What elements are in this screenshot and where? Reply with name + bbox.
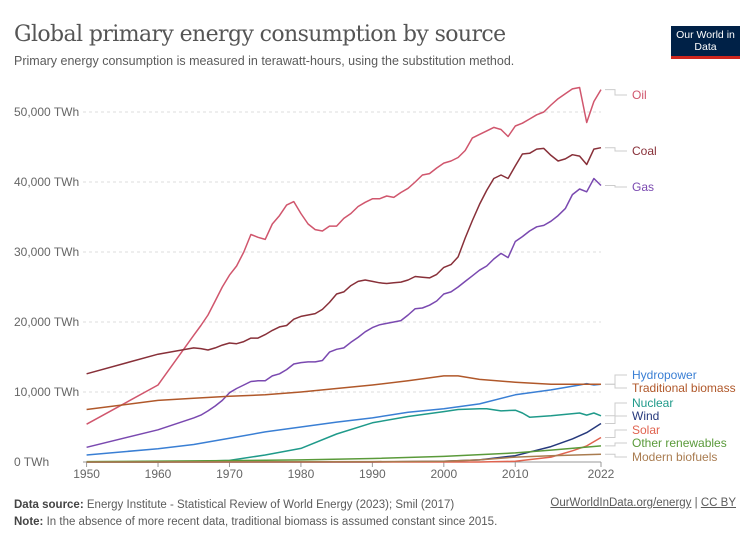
- x-tick-label: 2022: [588, 467, 615, 480]
- x-tick-label: 1990: [359, 467, 386, 480]
- gridlines: [83, 111, 601, 393]
- legend-label: Nuclear: [632, 396, 673, 410]
- series-lines: [86, 86, 602, 463]
- y-tick-label: 0 TWh: [14, 455, 49, 469]
- legend-connector: [605, 185, 627, 188]
- chart-subtitle: Primary energy consumption is measured i…: [14, 54, 515, 68]
- x-tick-label: 1950: [73, 467, 100, 480]
- series-line-gas: [86, 177, 602, 449]
- legend-connector: [605, 89, 627, 96]
- x-tick-label: 1970: [216, 467, 243, 480]
- series-line-coal: [86, 146, 602, 375]
- legend-label: Coal: [632, 144, 657, 158]
- legend-label: Solar: [632, 423, 660, 437]
- series-line-nuclear: [86, 408, 602, 463]
- legend-label: Hydropower: [632, 368, 697, 382]
- footer: Data source: Energy Institute - Statisti…: [14, 497, 497, 531]
- y-tick-label: 40,000 TWh: [14, 175, 79, 189]
- legend-label: Traditional biomass: [632, 381, 736, 395]
- legend-connector: [605, 402, 627, 417]
- series-line-oil: [86, 86, 602, 425]
- legend-label: Modern biofuels: [632, 450, 717, 464]
- legend-connector: [605, 442, 627, 447]
- legend-connector: [605, 383, 627, 389]
- data-source: Data source: Energy Institute - Statisti…: [14, 499, 455, 511]
- license-link[interactable]: CC BY: [700, 497, 736, 509]
- x-tick-label: 1960: [145, 467, 172, 480]
- y-tick-label: 30,000 TWh: [14, 245, 79, 259]
- series-line-solar: [86, 436, 602, 463]
- chart-title: Global primary energy consumption by sou…: [14, 22, 506, 47]
- legend-connector: [605, 147, 627, 152]
- legend-connector: [605, 415, 627, 424]
- x-tick-label: 2010: [502, 467, 529, 480]
- note: Note: In the absence of more recent data…: [14, 516, 498, 528]
- y-tick-label: 10,000 TWh: [14, 385, 79, 399]
- footer-links: OurWorldInData.org/energy | CC BY: [550, 497, 736, 509]
- legend-label: Wind: [632, 409, 659, 423]
- series-line-traditional-biomass: [86, 375, 601, 411]
- owid-logo[interactable]: Our World in Data: [671, 26, 740, 59]
- series-line-modern-biofuels: [86, 453, 602, 463]
- y-axis: 0 TWh 10,000 TWh 20,000 TWh 30,000 TWh 40,00…: [14, 105, 79, 469]
- series-line-hydropower: [86, 382, 602, 456]
- x-tick-label: 1980: [288, 467, 315, 480]
- legend-connector: [605, 453, 627, 458]
- x-tick-label: 2000: [430, 467, 457, 480]
- legend-connector: [605, 429, 627, 438]
- legend-label: Other renewables: [632, 436, 727, 450]
- x-axis: 1950 1960 1970 1980 1990 2000 2010 2022: [73, 461, 615, 480]
- legend-label: Gas: [632, 180, 654, 194]
- series-line-other-renewables: [86, 445, 602, 463]
- y-tick-label: 50,000 TWh: [14, 105, 79, 119]
- line-chart: 0 TWh 10,000 TWh 20,000 TWh 30,000 TWh 40,00…: [14, 86, 736, 480]
- legend-connector: [605, 374, 627, 385]
- legend-label: Oil: [632, 88, 647, 102]
- source-link[interactable]: OurWorldInData.org/energy: [550, 497, 692, 509]
- y-tick-label: 20,000 TWh: [14, 315, 79, 329]
